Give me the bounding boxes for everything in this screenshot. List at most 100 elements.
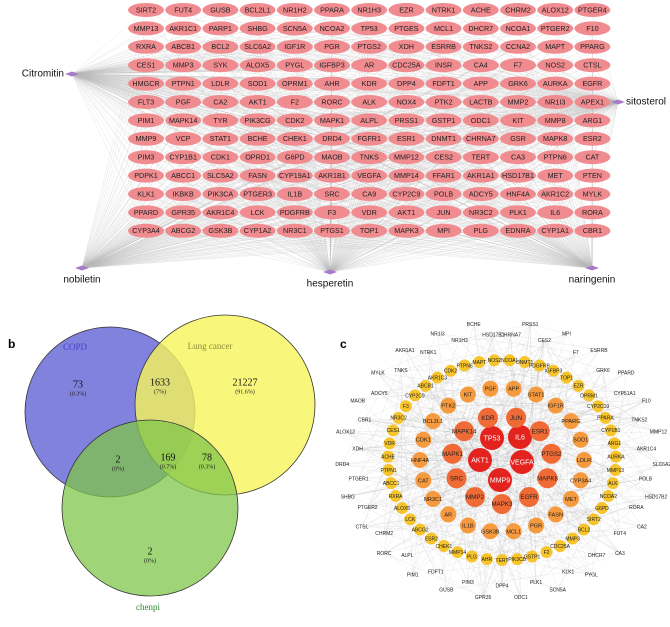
ppi-node (442, 443, 463, 464)
ppi-node (408, 389, 421, 402)
edge (493, 334, 503, 586)
edge (452, 361, 480, 454)
edge (414, 395, 484, 598)
set-label: COPD (63, 342, 88, 352)
region-percent: (0.3%) (70, 390, 87, 397)
ppi-node (528, 517, 545, 534)
edge (81, 28, 184, 269)
target-label: GUSB (210, 5, 231, 14)
ppi-label: MYLK (371, 371, 385, 377)
target-label: PIM1 (138, 116, 155, 125)
target-label: SCN5A (283, 24, 307, 33)
target-node (537, 76, 574, 91)
ppi-label: NR3C1 (424, 497, 442, 503)
ppi-label: XDH (352, 447, 363, 453)
edge (517, 558, 592, 575)
target-node (388, 21, 425, 36)
edge (572, 443, 615, 539)
edge (404, 334, 511, 351)
ppi-label: TNKS2 (631, 418, 647, 424)
edge (464, 365, 579, 386)
ppi-label: GRK6 (596, 368, 610, 374)
target-node (314, 113, 350, 128)
target-node (574, 58, 611, 73)
ppi-node (529, 421, 550, 442)
ppi-node (506, 407, 527, 428)
target-node (165, 58, 202, 73)
target-label: LDLR (211, 79, 229, 88)
ppi-label: TP53 (484, 435, 501, 442)
target-node (425, 223, 462, 238)
ppi-label: PTPN6 (457, 363, 473, 369)
edge (605, 417, 662, 465)
target-node (574, 205, 611, 220)
ppi-node (519, 487, 540, 508)
target-label: KIT (512, 116, 524, 125)
ppi-label: CHRM2 (375, 531, 393, 537)
target-node (165, 3, 202, 17)
target-node (574, 223, 611, 238)
target-node (202, 58, 239, 73)
target-label: DNMT1 (431, 134, 456, 143)
ppi-label: GSK3B (481, 529, 500, 535)
edge (81, 230, 407, 269)
edge (71, 9, 258, 75)
target-node (276, 205, 313, 220)
target-label: TNKS (360, 153, 379, 162)
ppi-label: FUT4 (614, 531, 627, 537)
ppi-node (560, 371, 573, 384)
target-label: PTPN6 (544, 153, 567, 162)
edge (431, 351, 576, 539)
target-node (128, 131, 164, 146)
target-node (276, 76, 313, 91)
edge (387, 456, 447, 590)
ppi-label: ALK (608, 481, 618, 487)
edge (480, 46, 619, 103)
edge (329, 212, 481, 273)
target-node (314, 76, 350, 91)
ppi-label: TOP1 (560, 375, 573, 381)
edge (473, 323, 489, 418)
ppi-node (399, 400, 412, 413)
ppi-node (387, 424, 400, 437)
edge (437, 333, 576, 353)
target-node (388, 58, 425, 73)
target-label: ESR1 (397, 134, 416, 143)
ppi-label: NR1H3 (451, 338, 468, 344)
edge (220, 157, 331, 273)
ppi-label: FASN (548, 512, 563, 518)
target-node (462, 223, 499, 238)
edge (329, 230, 407, 273)
target-label: CBR1 (583, 226, 602, 235)
ppi-label: CAT (418, 478, 429, 484)
edge (568, 553, 620, 572)
edge (71, 73, 184, 176)
ppi-label: ABCC1 (383, 481, 400, 487)
edge (71, 9, 147, 75)
target-label: NCOA1 (506, 24, 531, 33)
edge (448, 400, 647, 406)
target-node (388, 168, 425, 183)
ppi-node (554, 540, 567, 553)
edge (435, 553, 620, 572)
ppi-node (431, 371, 444, 384)
target-label: EGFR (582, 79, 602, 88)
target-node (537, 113, 574, 128)
target-node (165, 205, 202, 220)
edge (81, 138, 407, 269)
target-node (537, 58, 574, 73)
edge (81, 9, 147, 269)
ppi-node (440, 397, 457, 414)
target-label: FUT4 (174, 5, 192, 14)
ppi-node (547, 364, 560, 377)
edge (535, 394, 637, 508)
target-node (276, 113, 313, 128)
target-node (239, 187, 276, 201)
target-label: NR1I3 (545, 97, 565, 106)
target-label: ESR2 (583, 134, 602, 143)
target-node (537, 131, 574, 146)
edge (384, 448, 647, 534)
edge (480, 9, 593, 269)
ppi-node (572, 431, 589, 448)
edge (329, 212, 593, 273)
